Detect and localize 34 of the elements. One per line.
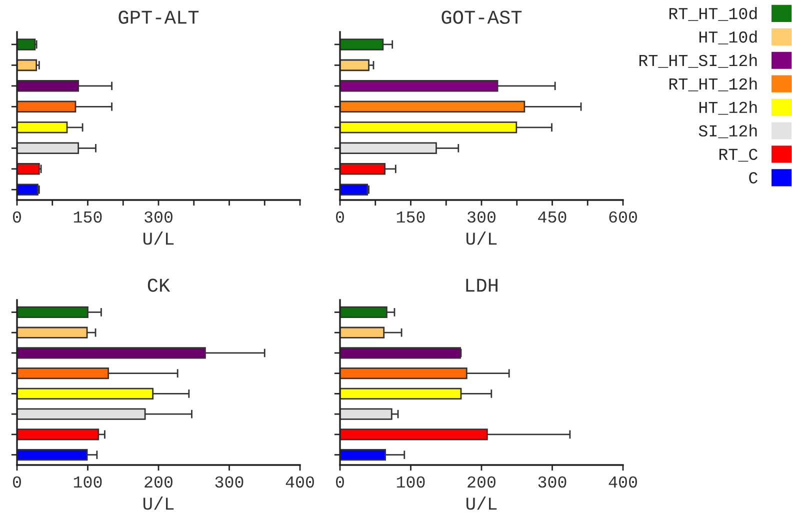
x-tick-label: 200 [144,476,172,488]
x-axis-title: U/L [466,496,497,510]
chart-title: LDH [466,278,498,292]
legend-label: RT_HT_10d [669,7,757,21]
x-tick-label: 300 [538,476,566,488]
x-tick-label: 400 [286,476,314,488]
x-axis-title: U/L [144,232,174,245]
legend-label: RT_HT_12h [669,77,757,92]
chart-title: GPT-ALT [118,10,199,24]
x-tick-label: 450 [538,211,566,223]
chart-title: CK [148,278,170,292]
chart-title: GOT-AST [442,10,522,24]
x-tick-label: 0 [336,211,344,223]
x-tick-label: 200 [468,476,496,488]
x-tick-label: 0 [336,476,344,488]
legend-label: RT_HT_SI_12h [639,54,757,68]
x-tick-label: 600 [609,211,637,223]
x-axis-title: U/L [144,496,174,510]
x-tick-label: 150 [74,211,102,223]
legend-label: HT_10d [699,30,757,44]
x-tick-label: 300 [215,476,244,488]
x-tick-label: 100 [74,476,102,488]
legend-label: HT_12h [699,100,757,115]
x-tick-label: 300 [468,211,496,223]
x-tick-label: 0 [13,211,21,223]
x-tick-label: 400 [608,476,637,488]
x-tick-label: 300 [144,211,172,223]
x-tick-label: 0 [13,476,21,488]
x-axis-title: U/L [466,232,497,245]
legend-label: RT_C [719,148,758,162]
x-tick-label: 150 [396,211,425,223]
legend-label: C [749,172,758,184]
x-tick-label: 100 [396,476,425,488]
legend-label: SI_12h [698,124,757,138]
